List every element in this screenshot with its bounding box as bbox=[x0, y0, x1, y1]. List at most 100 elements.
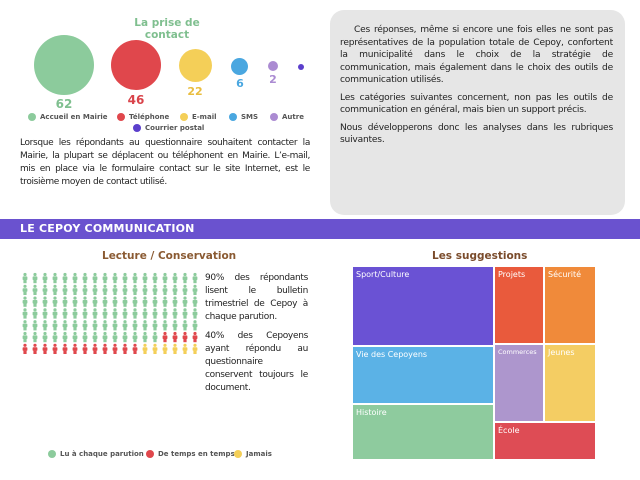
person-icon bbox=[112, 343, 118, 354]
legend-item-courrier: Courrier postal bbox=[133, 124, 204, 132]
legend-item-sms: SMS bbox=[229, 113, 258, 121]
legend-dot bbox=[117, 113, 125, 121]
person-icon bbox=[82, 284, 88, 295]
person-icon bbox=[32, 331, 38, 343]
person-icon bbox=[192, 296, 198, 307]
person-icon bbox=[162, 296, 168, 307]
person-icon bbox=[192, 284, 198, 295]
person-icon bbox=[52, 284, 58, 295]
tile-vie-des-cepoyens: Vie des Cepoyens bbox=[352, 346, 494, 404]
person-icon bbox=[142, 284, 148, 295]
person-icon bbox=[152, 331, 158, 343]
person-icon bbox=[82, 331, 88, 343]
person-icon bbox=[82, 272, 88, 284]
contact-section-title: La prise de contact bbox=[134, 17, 200, 41]
person-icon bbox=[42, 284, 48, 295]
person-icon bbox=[142, 343, 148, 354]
person-icon bbox=[192, 320, 198, 331]
tile-label: Histoire bbox=[356, 408, 387, 417]
person-icon bbox=[182, 320, 188, 331]
person-icon bbox=[152, 308, 158, 319]
person-icon bbox=[192, 331, 198, 343]
person-icon bbox=[62, 308, 68, 319]
person-icon bbox=[82, 320, 88, 331]
bubble-value-autre: 2 bbox=[269, 73, 277, 86]
person-icon bbox=[122, 343, 128, 354]
person-icon bbox=[112, 284, 118, 295]
bubble-autre bbox=[268, 61, 278, 71]
person-icon bbox=[92, 308, 98, 319]
person-icon bbox=[182, 308, 188, 319]
legend-item-telephone: Téléphone bbox=[117, 113, 169, 121]
person-icon bbox=[112, 308, 118, 319]
person-icon bbox=[62, 343, 68, 354]
person-icon bbox=[132, 272, 138, 284]
person-icon bbox=[22, 331, 28, 343]
person-icon bbox=[162, 284, 168, 295]
person-icon bbox=[192, 343, 198, 354]
person-icon bbox=[172, 320, 178, 331]
person-icon bbox=[72, 284, 78, 295]
person-icon bbox=[52, 320, 58, 331]
suggestions-section-title: Les suggestions bbox=[432, 250, 528, 262]
legend-dot bbox=[133, 124, 141, 132]
legend-item-email: E-mail bbox=[180, 113, 217, 121]
person-icon bbox=[62, 272, 68, 284]
tile-label: Commerces bbox=[498, 348, 537, 356]
person-icon bbox=[72, 296, 78, 307]
person-icon bbox=[102, 320, 108, 331]
legend-dot bbox=[229, 113, 237, 121]
person-icon bbox=[182, 284, 188, 295]
person-icon bbox=[102, 308, 108, 319]
person-icon bbox=[52, 308, 58, 319]
person-icon bbox=[62, 331, 68, 343]
legend-item-chaque-parution: Lu à chaque parution bbox=[48, 450, 144, 458]
bubble-value-email: 22 bbox=[187, 85, 203, 98]
bubble-email bbox=[179, 49, 212, 82]
person-icon bbox=[82, 343, 88, 354]
legend-item-jamais: Jamais bbox=[234, 450, 272, 458]
person-icon bbox=[152, 272, 158, 284]
person-icon bbox=[92, 343, 98, 354]
person-icon bbox=[92, 272, 98, 284]
bubble-value-sms: 6 bbox=[236, 77, 244, 90]
person-icon bbox=[152, 284, 158, 295]
bubble-sms bbox=[231, 58, 248, 75]
bubble-value-accueil: 62 bbox=[55, 97, 73, 111]
person-icon bbox=[102, 296, 108, 307]
legend-item-de-temps-en-temps: De temps en temps bbox=[146, 450, 235, 458]
tile-label: Projets bbox=[498, 270, 526, 279]
person-icon bbox=[162, 331, 168, 343]
person-icon bbox=[52, 331, 58, 343]
tile-label: Sécurité bbox=[548, 270, 582, 279]
person-icon bbox=[122, 284, 128, 295]
person-icon bbox=[172, 331, 178, 343]
person-icon bbox=[42, 296, 48, 307]
person-icon bbox=[62, 296, 68, 307]
person-icon bbox=[112, 331, 118, 343]
person-icon bbox=[142, 272, 148, 284]
person-icon bbox=[42, 343, 48, 354]
person-icon bbox=[162, 343, 168, 354]
legend-dot bbox=[270, 113, 278, 121]
person-icon bbox=[102, 272, 108, 284]
person-icon bbox=[132, 331, 138, 343]
tile-jeunes: Jeunes bbox=[544, 344, 596, 422]
person-icon bbox=[132, 343, 138, 354]
panel-paragraph-3: Nous développerons donc les analyses dan… bbox=[340, 122, 613, 146]
bubble-value-telephone: 46 bbox=[127, 93, 145, 107]
person-icon bbox=[162, 308, 168, 319]
person-icon bbox=[142, 296, 148, 307]
person-icon bbox=[32, 343, 38, 354]
person-icon bbox=[72, 272, 78, 284]
person-icon bbox=[22, 284, 28, 295]
bubble-courrier bbox=[298, 64, 304, 70]
person-icon bbox=[42, 272, 48, 284]
person-icon bbox=[82, 308, 88, 319]
person-icon bbox=[152, 343, 158, 354]
person-icon bbox=[52, 296, 58, 307]
person-icon bbox=[92, 331, 98, 343]
tile-projets: Projets bbox=[494, 266, 544, 344]
person-icon bbox=[142, 308, 148, 319]
person-icon bbox=[142, 320, 148, 331]
